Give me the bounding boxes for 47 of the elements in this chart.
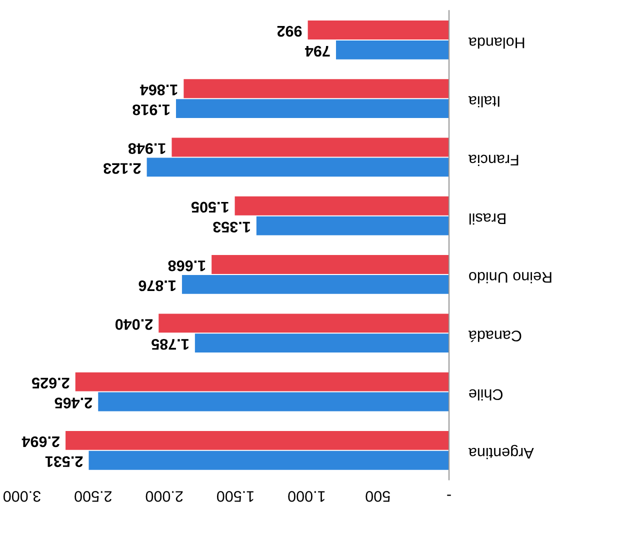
bar bbox=[146, 158, 450, 177]
x-tick-label: 3.000 bbox=[3, 491, 41, 502]
x-tick-label: 500 bbox=[366, 491, 390, 502]
data-label: 2.465 bbox=[54, 398, 92, 408]
bar bbox=[66, 430, 450, 450]
x-tick-label: 2.500 bbox=[74, 491, 112, 502]
data-label: 1.505 bbox=[191, 202, 228, 213]
y-tick-label: Argentina bbox=[468, 444, 534, 460]
data-label: 794 bbox=[305, 46, 330, 57]
bar bbox=[256, 216, 450, 236]
x-tick-label: 1.000 bbox=[288, 491, 325, 502]
data-label: 1.785 bbox=[152, 338, 188, 350]
data-label: 2.625 bbox=[32, 378, 70, 389]
bar bbox=[172, 138, 450, 157]
data-label: 992 bbox=[277, 26, 302, 37]
x-tick-label: - bbox=[447, 494, 451, 496]
data-label: 1.864 bbox=[140, 84, 178, 96]
y-tick-label: Chile bbox=[469, 389, 503, 400]
bar bbox=[336, 40, 450, 60]
y-tick-label: Italia bbox=[468, 96, 500, 108]
data-label: 1.353 bbox=[213, 222, 250, 233]
data-label: 2.531 bbox=[45, 456, 83, 468]
bar bbox=[75, 372, 450, 392]
x-tick-label: 2.000 bbox=[146, 491, 183, 502]
bar bbox=[184, 79, 450, 98]
bar bbox=[182, 274, 450, 294]
bar bbox=[98, 392, 450, 412]
bar bbox=[308, 20, 450, 40]
data-label: 2.123 bbox=[104, 163, 141, 174]
y-tick-label: Francia bbox=[468, 154, 518, 166]
y-tick-label: Canadá bbox=[468, 330, 522, 342]
data-label: 1.948 bbox=[128, 143, 166, 154]
data-label: 1.668 bbox=[168, 260, 206, 272]
bar bbox=[88, 450, 450, 470]
y-tick-label: Reino Unido bbox=[469, 272, 552, 284]
bar bbox=[158, 314, 450, 333]
bar bbox=[212, 255, 450, 274]
y-tick-label: Holanda bbox=[468, 37, 524, 49]
y-tick-label: Brasil bbox=[469, 213, 506, 225]
data-label: 2.694 bbox=[22, 436, 60, 448]
x-tick-label: 1.500 bbox=[216, 491, 254, 502]
data-label: 1.918 bbox=[132, 104, 170, 116]
bar bbox=[194, 334, 450, 353]
bar bbox=[176, 99, 450, 118]
data-label: 1.876 bbox=[138, 280, 176, 292]
data-label: 2.040 bbox=[115, 319, 153, 330]
bar bbox=[234, 196, 450, 216]
